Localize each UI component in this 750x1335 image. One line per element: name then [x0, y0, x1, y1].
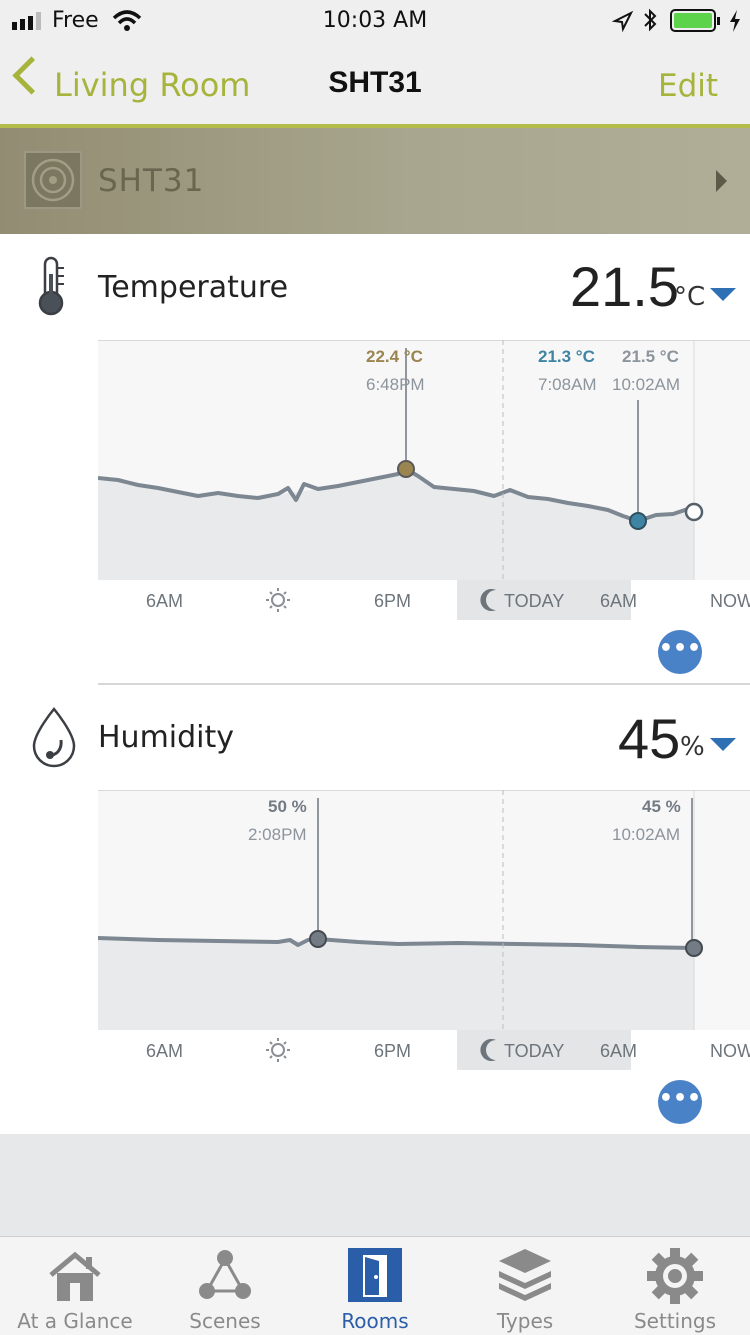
- humidity-more-button[interactable]: •••: [658, 1080, 702, 1124]
- humidity-value: 45: [618, 707, 681, 770]
- sensor-device-icon: [24, 151, 82, 209]
- humidity-dropdown-icon[interactable]: [710, 738, 736, 751]
- wifi-icon: [112, 10, 142, 31]
- tab-label: Settings: [633, 1309, 717, 1333]
- temperature-axis-tick: 6AM: [600, 591, 637, 611]
- temperature-chart[interactable]: 22.4 °C 6:48PM 21.3 °C 7:08AM 21.5 °C 10…: [98, 340, 750, 622]
- device-name: SHT31: [98, 163, 205, 199]
- temperature-axis-tick: 6AM: [146, 591, 183, 611]
- temperature-marker-1-time: 6:48PM: [366, 375, 425, 394]
- device-banner[interactable]: [0, 128, 750, 234]
- tab-settings[interactable]: Settings: [600, 1237, 750, 1335]
- moon-icon: [480, 589, 496, 611]
- door-icon: [348, 1248, 402, 1302]
- humidity-marker-1-value: 50 %: [268, 797, 307, 816]
- humidity-unit: %: [680, 732, 705, 762]
- house-icon: [49, 1251, 101, 1301]
- edit-button[interactable]: Edit: [658, 68, 719, 104]
- humidity-marker-2-time: 10:02AM: [612, 825, 680, 844]
- scenes-icon: [199, 1250, 251, 1299]
- disclosure-arrow-icon[interactable]: [716, 170, 727, 192]
- tab-label: At a Glance: [17, 1309, 133, 1333]
- clock: 10:03 AM: [322, 8, 428, 33]
- bluetooth-icon: [644, 8, 657, 32]
- moon-icon: [480, 1039, 496, 1061]
- temperature-value: 21.5: [570, 255, 679, 318]
- humidity-now-point: [685, 939, 703, 957]
- nav-divider: [0, 124, 750, 128]
- temperature-dropdown-icon[interactable]: [710, 288, 736, 301]
- water-drop-icon: [32, 707, 76, 768]
- temperature-axis-tick: NOW: [710, 591, 750, 611]
- sun-icon: [266, 588, 290, 612]
- tab-types[interactable]: Types: [450, 1237, 600, 1335]
- back-button[interactable]: Living Room: [54, 66, 251, 104]
- temperature-min-point: [629, 512, 647, 530]
- page-title: SHT31: [328, 66, 422, 99]
- battery-icon: [670, 9, 720, 32]
- humidity-max-point: [309, 930, 327, 948]
- gear-icon: [647, 1248, 703, 1304]
- humidity-chart[interactable]: 50 % 2:08PM 45 % 10:02AM 6AM 6PM TODAY 6…: [98, 790, 750, 1072]
- humidity-axis-tick: 6AM: [600, 1041, 637, 1061]
- tab-label: Scenes: [189, 1309, 261, 1333]
- carrier-label: Free: [52, 8, 99, 33]
- temperature-marker-1-value: 22.4 °C: [366, 347, 423, 366]
- signal-icon: [12, 12, 41, 30]
- tab-rooms[interactable]: Rooms: [300, 1237, 450, 1335]
- layers-icon: [499, 1249, 551, 1301]
- temperature-unit: °C: [674, 282, 706, 312]
- content-footer-spacer: [0, 1134, 750, 1236]
- humidity-axis-tick: TODAY: [504, 1041, 564, 1061]
- tab-at-a-glance[interactable]: At a Glance: [0, 1237, 150, 1335]
- temperature-max-point: [397, 460, 415, 478]
- temperature-axis-tick: TODAY: [504, 591, 564, 611]
- humidity-axis-tick: NOW: [710, 1041, 750, 1061]
- tab-label: Types: [496, 1309, 554, 1333]
- temperature-more-button[interactable]: •••: [658, 630, 702, 674]
- sun-icon: [266, 1038, 290, 1062]
- humidity-marker-1-time: 2:08PM: [248, 825, 307, 844]
- humidity-label: Humidity: [98, 720, 235, 755]
- tab-label: Rooms: [341, 1309, 409, 1333]
- charging-bolt-icon: [730, 10, 740, 32]
- humidity-marker-2-value: 45 %: [642, 797, 681, 816]
- temperature-label: Temperature: [98, 270, 289, 305]
- humidity-axis-tick: 6PM: [374, 1041, 411, 1061]
- temperature-marker-2-time: 7:08AM: [538, 375, 597, 394]
- temperature-marker-2-value: 21.3 °C: [538, 347, 595, 366]
- section-divider: [98, 683, 750, 685]
- temperature-now-point: [684, 502, 704, 522]
- temperature-series-line: [98, 467, 695, 523]
- location-arrow-icon: [612, 10, 634, 32]
- tab-bar: At a Glance Scenes Rooms Types: [0, 1236, 750, 1335]
- humidity-axis-tick: 6AM: [146, 1041, 183, 1061]
- temperature-marker-3-value: 21.5 °C: [622, 347, 679, 366]
- tab-scenes[interactable]: Scenes: [150, 1237, 300, 1335]
- status-bar: Free 10:03 AM: [0, 0, 750, 42]
- navigation-bar: [0, 42, 750, 126]
- temperature-marker-3-time: 10:02AM: [612, 375, 680, 394]
- thermometer-icon: [38, 256, 64, 316]
- temperature-axis-tick: 6PM: [374, 591, 411, 611]
